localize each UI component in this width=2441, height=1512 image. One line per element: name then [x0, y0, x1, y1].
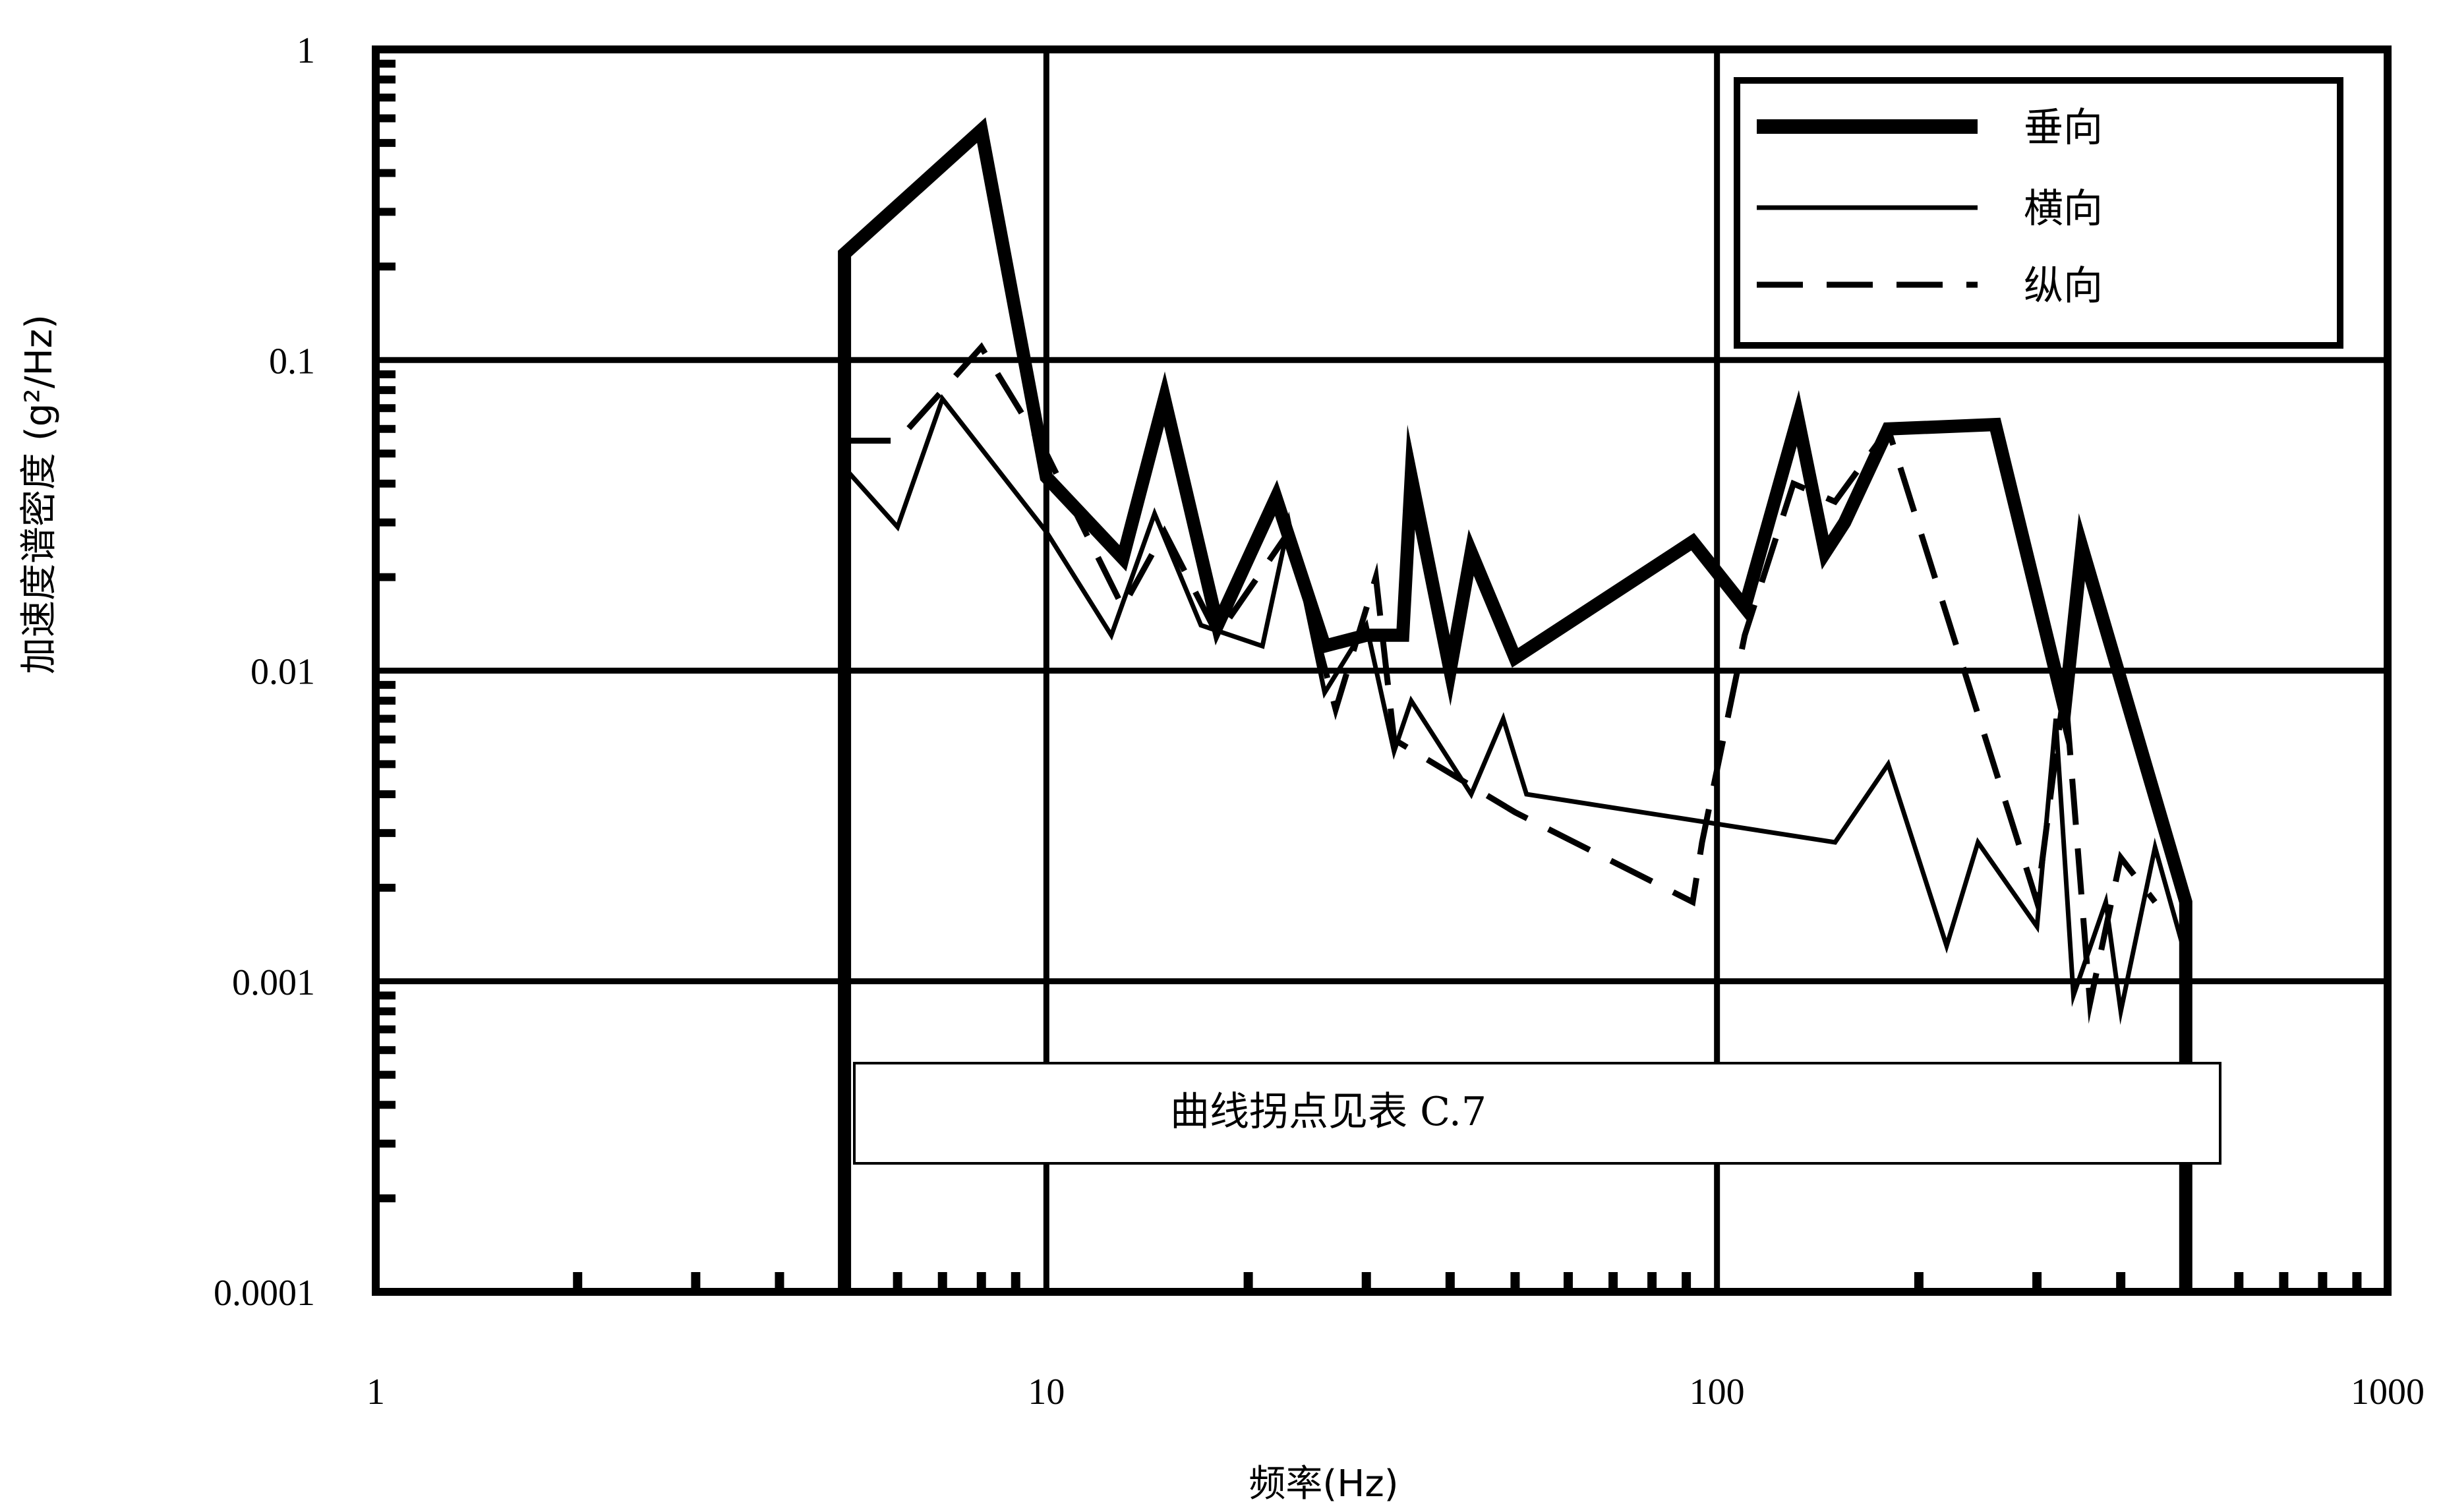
y-tick-label-1: 0.1	[269, 341, 315, 382]
legend-label-lateral: 横向	[2024, 186, 2103, 232]
y-tick-label-2: 0.01	[250, 652, 315, 693]
y-axis-title: 加速度谱密度 (g²/Hz)	[18, 314, 61, 674]
y-tick-label-4: 0.0001	[214, 1273, 315, 1314]
x-tick-label-2: 100	[1690, 1372, 1745, 1412]
x-tick-label-1: 10	[1028, 1372, 1065, 1412]
legend: 垂向 横向 纵向	[1737, 80, 2340, 345]
annotation-box: 曲线拐点见表 C.7	[854, 1063, 2220, 1163]
y-tick-label-3: 0.001	[232, 962, 315, 1003]
y-tick-label-0: 1	[297, 30, 315, 71]
annotation-text: 曲线拐点见表 C.7	[1170, 1089, 1486, 1135]
x-tick-label-3: 1000	[2351, 1372, 2425, 1412]
y-axis-title-text: 加速度谱密度 (g²/Hz)	[18, 314, 61, 674]
legend-label-vertical: 垂向	[2024, 105, 2103, 151]
x-axis-title: 频率(Hz)	[1249, 1463, 1398, 1505]
annotation-frame	[854, 1063, 2220, 1163]
legend-label-longitudinal: 纵向	[2024, 263, 2103, 309]
x-tick-label-0: 1	[367, 1372, 385, 1412]
